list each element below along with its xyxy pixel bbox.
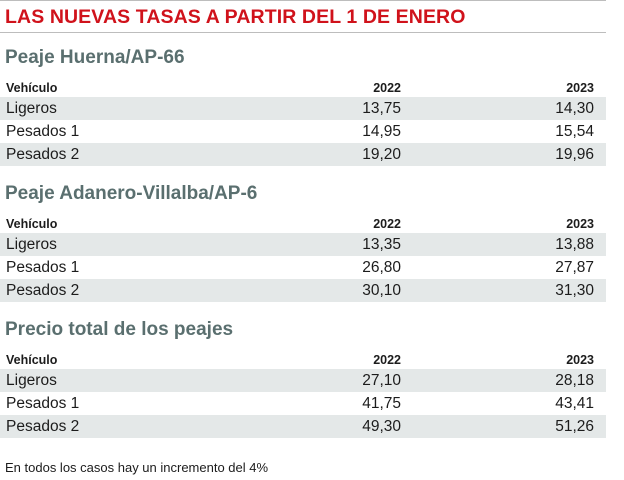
table-header: Vehículo 2022 2023 bbox=[0, 77, 606, 97]
row-value-2023: 13,88 bbox=[555, 236, 594, 253]
row-vehicle: Ligeros bbox=[6, 236, 57, 253]
table-row: Ligeros 13,35 13,88 bbox=[0, 233, 606, 256]
top-rule bbox=[0, 0, 606, 1]
title-divider bbox=[0, 32, 606, 33]
row-value-2023: 27,87 bbox=[555, 259, 594, 276]
section-title: Precio total de los peajes bbox=[5, 319, 234, 340]
row-value-2023: 43,41 bbox=[555, 395, 594, 412]
table-header: Vehículo 2022 2023 bbox=[0, 213, 606, 233]
header-2022: 2022 bbox=[373, 81, 401, 95]
row-vehicle: Pesados 1 bbox=[6, 123, 80, 140]
section-title: Peaje Huerna/AP-66 bbox=[5, 47, 185, 68]
header-2022: 2022 bbox=[373, 217, 401, 231]
row-value-2023: 51,26 bbox=[555, 418, 594, 435]
table-row: Pesados 1 14,95 15,54 bbox=[0, 120, 606, 143]
table-header: Vehículo 2022 2023 bbox=[0, 349, 606, 369]
toll-table: Vehículo 2022 2023 Ligeros 13,75 14,30 P… bbox=[0, 77, 606, 166]
row-vehicle: Pesados 1 bbox=[6, 259, 80, 276]
row-value-2022: 13,75 bbox=[362, 100, 401, 117]
row-value-2022: 30,10 bbox=[362, 282, 401, 299]
row-vehicle: Ligeros bbox=[6, 372, 57, 389]
row-value-2023: 19,96 bbox=[555, 146, 594, 163]
page-title: LAS NUEVAS TASAS A PARTIR DEL 1 DE ENERO bbox=[5, 6, 466, 28]
header-2023: 2023 bbox=[566, 81, 594, 95]
row-value-2022: 27,10 bbox=[362, 372, 401, 389]
header-vehicle: Vehículo bbox=[6, 217, 58, 231]
table-row: Ligeros 27,10 28,18 bbox=[0, 369, 606, 392]
row-value-2023: 28,18 bbox=[555, 372, 594, 389]
row-vehicle: Ligeros bbox=[6, 100, 57, 117]
toll-table: Vehículo 2022 2023 Ligeros 27,10 28,18 P… bbox=[0, 349, 606, 438]
row-vehicle: Pesados 2 bbox=[6, 146, 80, 163]
section-title: Peaje Adanero-Villalba/AP-6 bbox=[5, 183, 258, 204]
header-2023: 2023 bbox=[566, 353, 594, 367]
row-value-2023: 15,54 bbox=[555, 123, 594, 140]
table-row: Pesados 2 19,20 19,96 bbox=[0, 143, 606, 166]
row-vehicle: Pesados 2 bbox=[6, 418, 80, 435]
table-row: Pesados 1 26,80 27,87 bbox=[0, 256, 606, 279]
row-value-2023: 14,30 bbox=[555, 100, 594, 117]
table-row: Pesados 2 49,30 51,26 bbox=[0, 415, 606, 438]
header-vehicle: Vehículo bbox=[6, 81, 58, 95]
row-value-2022: 41,75 bbox=[362, 395, 401, 412]
row-vehicle: Pesados 2 bbox=[6, 282, 80, 299]
row-value-2022: 14,95 bbox=[362, 123, 401, 140]
row-value-2023: 31,30 bbox=[555, 282, 594, 299]
row-value-2022: 19,20 bbox=[362, 146, 401, 163]
toll-table: Vehículo 2022 2023 Ligeros 13,35 13,88 P… bbox=[0, 213, 606, 302]
row-vehicle: Pesados 1 bbox=[6, 395, 80, 412]
table-row: Pesados 1 41,75 43,41 bbox=[0, 392, 606, 415]
row-value-2022: 26,80 bbox=[362, 259, 401, 276]
header-2023: 2023 bbox=[566, 217, 594, 231]
row-value-2022: 13,35 bbox=[362, 236, 401, 253]
table-row: Ligeros 13,75 14,30 bbox=[0, 97, 606, 120]
footnote: En todos los casos hay un incremento del… bbox=[5, 460, 269, 475]
table-row: Pesados 2 30,10 31,30 bbox=[0, 279, 606, 302]
row-value-2022: 49,30 bbox=[362, 418, 401, 435]
header-vehicle: Vehículo bbox=[6, 353, 58, 367]
header-2022: 2022 bbox=[373, 353, 401, 367]
